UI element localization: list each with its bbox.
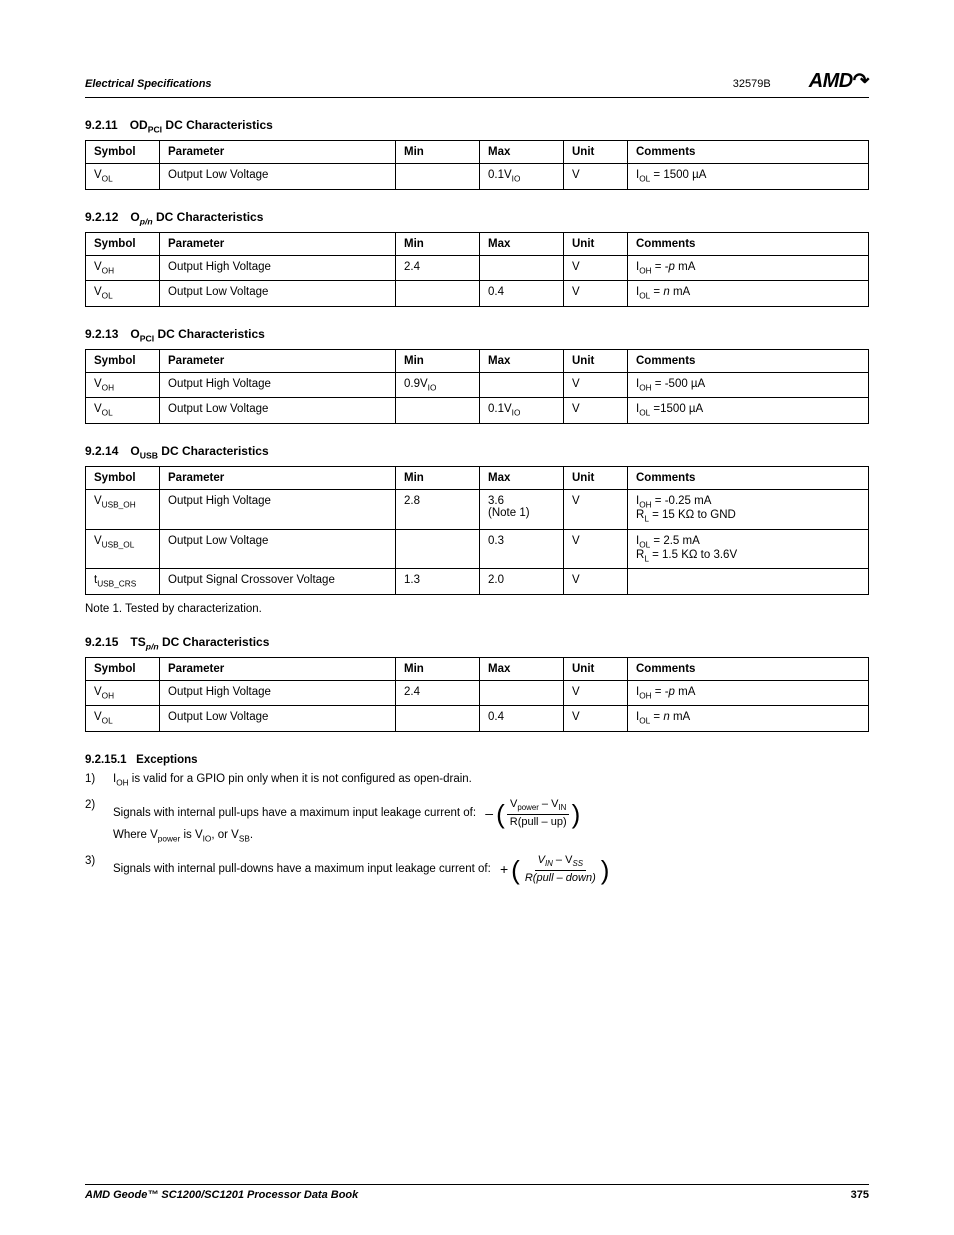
table-row: VOL Output Low Voltage 0.1VIO V IOL =150…	[86, 398, 869, 423]
equation-pullup: – ( Vpower – VIN R(pull – up) )	[485, 798, 580, 828]
page-footer: AMD Geode™ SC1200/SC1201 Processor Data …	[85, 1184, 869, 1201]
th-max: Max	[480, 141, 564, 164]
table-9-2-15: Symbol Parameter Min Max Unit Comments V…	[85, 657, 869, 732]
section-heading-9-2-15: 9.2.15TSp/n DC Characteristics	[85, 635, 869, 651]
page-header: Electrical Specifications 32579B AMD↷	[85, 68, 869, 98]
table-9-2-12: Symbol Parameter Min Max Unit Comments V…	[85, 232, 869, 307]
table-row: VOL Output Low Voltage 0.4V IOL = n mA	[86, 706, 869, 731]
table-9-2-13: Symbol Parameter Min Max Unit Comments V…	[85, 349, 869, 424]
equation-pulldown: + ( VIN – VSS R(pull – down) )	[500, 854, 609, 884]
table-row: VOH Output High Voltage 0.9VIO V IOH = -…	[86, 373, 869, 398]
table-note-1: Note 1. Tested by characterization.	[85, 603, 869, 615]
exceptions-heading: 9.2.15.1 Exceptions	[85, 754, 869, 766]
table-9-2-11: Symbol Parameter Min Max Unit Comments V…	[85, 140, 869, 189]
footer-book-title: AMD Geode™ SC1200/SC1201 Processor Data …	[85, 1189, 358, 1201]
table-row: tUSB_CRS Output Signal Crossover Voltage…	[86, 569, 869, 594]
table-9-2-14: Symbol Parameter Min Max Unit Comments V…	[85, 466, 869, 594]
exception-item: 2) Signals with internal pull-ups have a…	[85, 798, 869, 844]
section-heading-9-2-12: 9.2.12Op/n DC Characteristics	[85, 210, 869, 226]
th-symbol: Symbol	[86, 141, 160, 164]
th-comments: Comments	[628, 141, 869, 164]
exception-item: 1) IOH is valid for a GPIO pin only when…	[85, 772, 869, 788]
table-row: VOH Output High Voltage2.4 V IOH = -p mA	[86, 256, 869, 281]
header-section-title: Electrical Specifications	[85, 78, 212, 90]
exceptions-list: 1) IOH is valid for a GPIO pin only when…	[85, 772, 869, 885]
exception-item: 3) Signals with internal pull-downs have…	[85, 854, 869, 884]
section-heading-9-2-13: 9.2.13OPCI DC Characteristics	[85, 327, 869, 343]
section-heading-9-2-11: 9.2.11ODPCI DC Characteristics	[85, 118, 869, 134]
table-row: VUSB_OL Output Low Voltage 0.3V IOL = 2.…	[86, 529, 869, 569]
table-row: VOL Output Low Voltage 0.1VIO V IOL = 15…	[86, 164, 869, 189]
th-min: Min	[396, 141, 480, 164]
section-heading-9-2-14: 9.2.14OUSB DC Characteristics	[85, 444, 869, 460]
th-unit: Unit	[564, 141, 628, 164]
th-parameter: Parameter	[160, 141, 396, 164]
table-row: VOL Output Low Voltage 0.4V IOL = n mA	[86, 281, 869, 306]
header-doc-code: 32579B	[733, 78, 771, 90]
footer-page-number: 375	[851, 1189, 869, 1201]
table-row: VOH Output High Voltage2.4 V IOH = -p mA	[86, 680, 869, 705]
amd-logo: AMD↷	[809, 68, 869, 93]
table-row: VUSB_OH Output High Voltage2.8 3.6(Note …	[86, 490, 869, 530]
